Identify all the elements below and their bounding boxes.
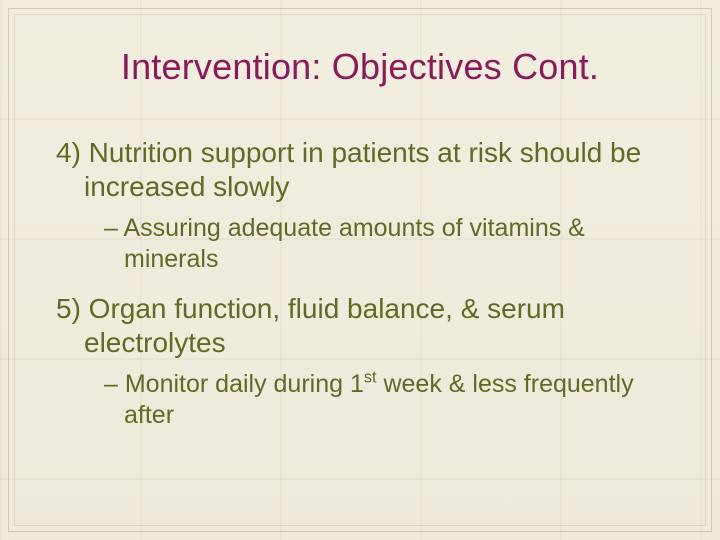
bullet-level2: Assuring adequate amounts of vitamins & … <box>56 213 660 274</box>
bullet-level2: Monitor daily during 1st week & less fre… <box>56 369 660 430</box>
bullet-level1: 4) Nutrition support in patients at risk… <box>56 136 660 203</box>
slide: Intervention: Objectives Cont. 4) Nutrit… <box>0 0 720 540</box>
slide-title: Intervention: Objectives Cont. <box>0 46 720 88</box>
slide-body: 4) Nutrition support in patients at risk… <box>56 136 660 448</box>
bullet-level1: 5) Organ function, fluid balance, & seru… <box>56 292 660 359</box>
